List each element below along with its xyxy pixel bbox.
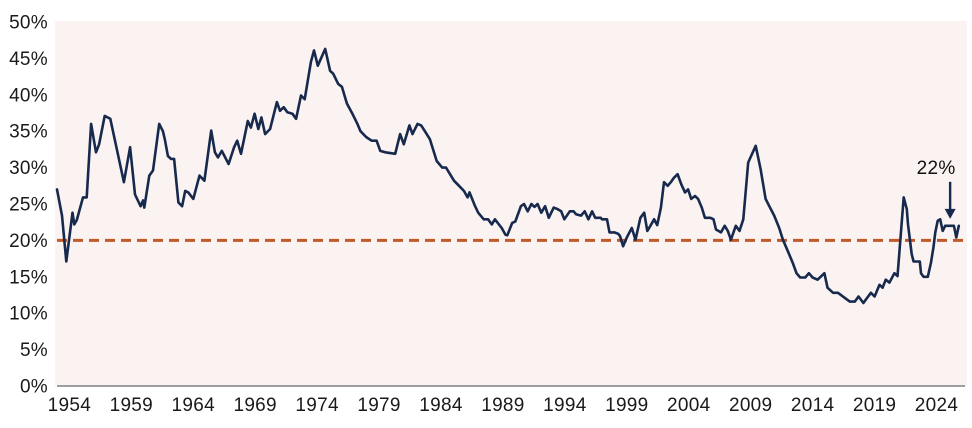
y-axis-tick-label: 10%: [9, 304, 48, 325]
x-axis-tick-label: 1989: [481, 395, 524, 416]
x-axis-tick-label: 1999: [605, 395, 648, 416]
y-axis-tick-label: 40%: [9, 85, 48, 106]
y-axis-tick-label: 30%: [9, 158, 48, 179]
x-axis-tick-label: 1979: [357, 395, 400, 416]
y-axis-tick-label: 5%: [20, 340, 48, 361]
annotation-label: 22%: [917, 158, 956, 179]
x-axis-tick-label: 1959: [110, 395, 153, 416]
x-axis-tick-label: 1984: [419, 395, 463, 416]
plot-background: [55, 21, 967, 386]
x-axis-tick-label: 1994: [543, 395, 587, 416]
y-axis-tick-label: 20%: [9, 231, 48, 252]
y-axis-tick-label: 35%: [9, 122, 48, 143]
y-axis-tick-label: 25%: [9, 195, 48, 216]
y-axis-tick-label: 0%: [20, 377, 48, 398]
y-axis-tick-label: 15%: [9, 267, 48, 288]
x-axis-tick-label: 2024: [915, 395, 959, 416]
x-axis-tick-label: 1974: [295, 395, 339, 416]
x-axis-tick-label: 2004: [667, 395, 711, 416]
x-axis-tick-label: 2019: [853, 395, 896, 416]
y-axis-tick-label: 45%: [9, 49, 48, 70]
x-axis-tick-label: 1954: [48, 395, 92, 416]
series-line: [55, 47, 961, 305]
x-axis-tick-label: 2009: [729, 395, 772, 416]
y-axis-tick-label: 50%: [9, 13, 48, 34]
x-axis-tick-label: 1964: [172, 395, 216, 416]
x-axis-tick-label: 2014: [791, 395, 835, 416]
x-axis-tick-label: 1969: [233, 395, 276, 416]
annotation-arrowhead-icon: [944, 208, 956, 219]
